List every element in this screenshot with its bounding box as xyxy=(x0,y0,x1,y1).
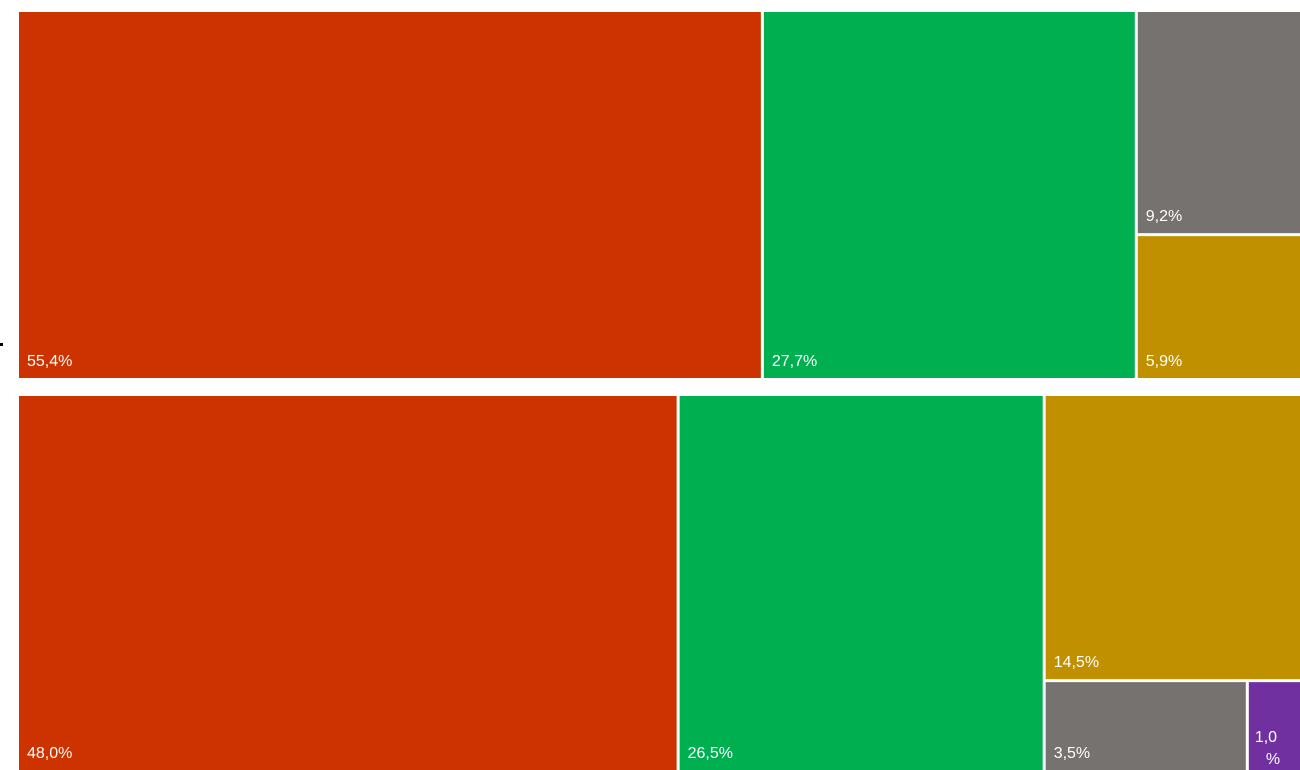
tile-value-label: 26,5% xyxy=(688,745,733,762)
tile-value-label: 9,2% xyxy=(1146,208,1182,225)
treemap-tile xyxy=(1045,682,1246,770)
treemap-tile xyxy=(19,12,761,378)
treemap-tile xyxy=(763,12,1135,378)
axis-tick-mark xyxy=(0,343,3,346)
tile-value-label: 27,7% xyxy=(772,353,817,370)
treemap-tile xyxy=(679,396,1043,770)
treemap-tile xyxy=(1045,396,1300,680)
tile-value-label: 14,5% xyxy=(1054,654,1099,671)
tile-value-label: 1,0% xyxy=(1255,729,1280,768)
tile-value-label: 55,4% xyxy=(27,353,72,370)
tile-value-label: 3,5% xyxy=(1054,745,1090,762)
treemap-tile xyxy=(1137,12,1300,234)
treemap-tile xyxy=(1137,236,1300,378)
treemap-tile xyxy=(1248,682,1300,770)
tile-value-label: 48,0% xyxy=(27,745,72,762)
tile-value-label: 5,9% xyxy=(1146,353,1182,370)
treemap-tile xyxy=(19,396,677,770)
